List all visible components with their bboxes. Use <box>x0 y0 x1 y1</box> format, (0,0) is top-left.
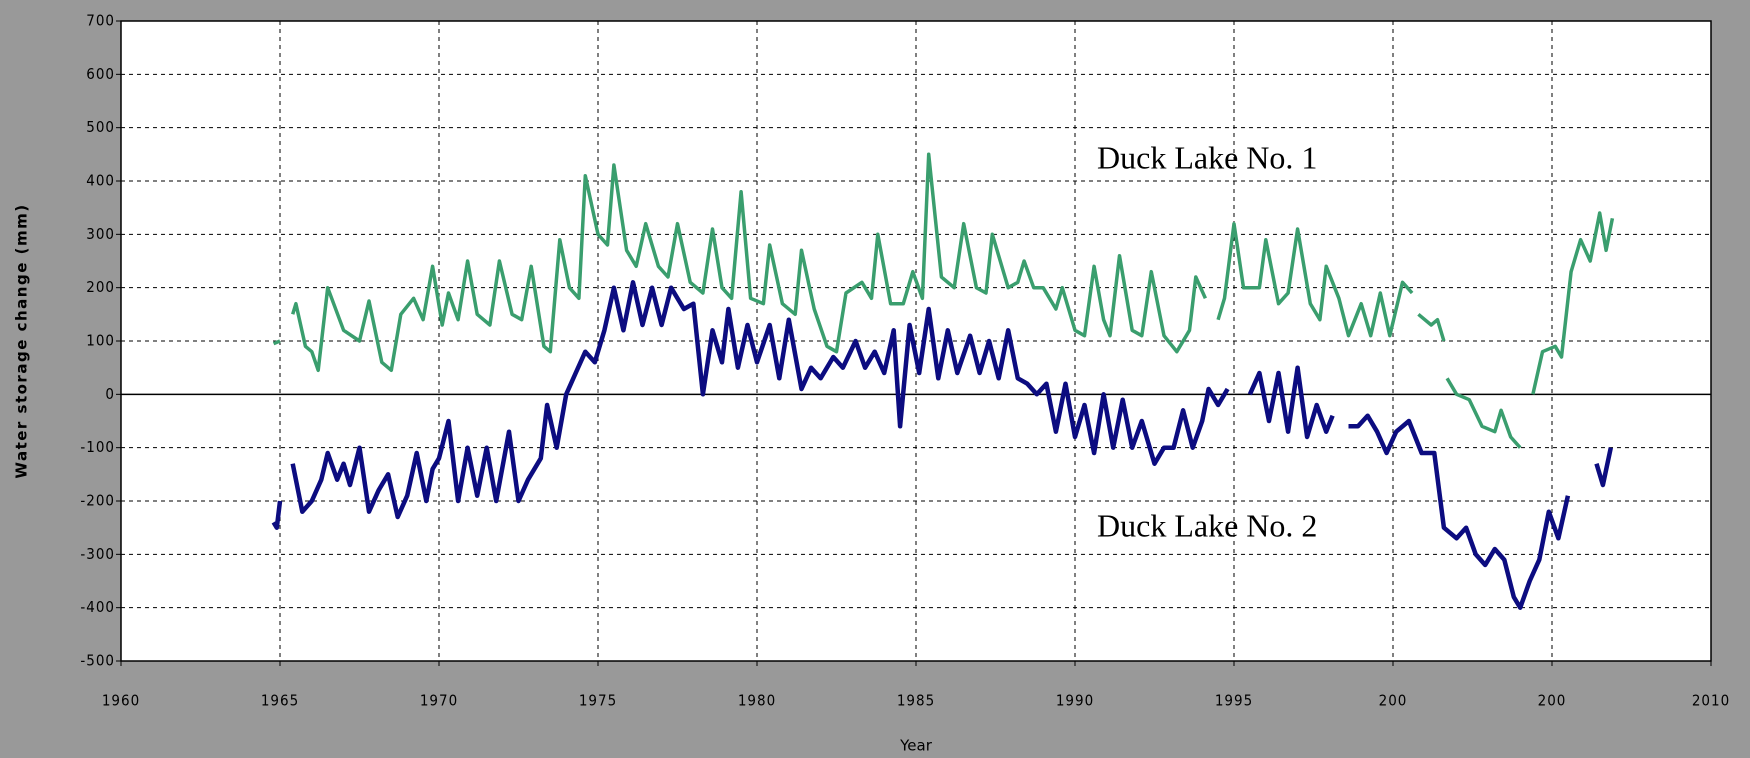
y-tick-label: 0 <box>105 385 115 403</box>
series-annotation: Duck Lake No. 2 <box>1097 507 1317 543</box>
x-tick-label: 1985 <box>897 692 935 710</box>
x-tick-label: 1995 <box>1215 692 1253 710</box>
series-annotation: Duck Lake No. 1 <box>1097 139 1317 175</box>
x-tick-label: 1970 <box>420 692 458 710</box>
y-tick-label: -400 <box>80 598 115 616</box>
x-tick-label: 1960 <box>102 692 140 710</box>
y-tick-label: 400 <box>86 172 115 190</box>
x-tick-label: 1975 <box>579 692 617 710</box>
y-tick-label: -100 <box>80 438 115 456</box>
x-tick-label: 1980 <box>738 692 776 710</box>
y-tick-label: 300 <box>86 225 115 243</box>
y-tick-label: 500 <box>86 118 115 136</box>
series-line <box>271 280 1614 610</box>
y-axis-label: Water storage change (mm) <box>13 203 31 478</box>
x-tick-label: 200 <box>1379 692 1408 710</box>
y-tick-label: 200 <box>86 278 115 296</box>
y-tick-label: 700 <box>86 12 115 30</box>
y-tick-label: -300 <box>80 545 115 563</box>
y-tick-label: 600 <box>86 65 115 83</box>
x-tick-label: 200 <box>1538 692 1567 710</box>
y-tick-label: -200 <box>80 492 115 510</box>
series-line <box>272 152 1615 449</box>
y-tick-label: -500 <box>80 652 115 670</box>
x-tick-label: 2010 <box>1692 692 1730 710</box>
y-tick-label: 100 <box>86 332 115 350</box>
x-tick-label: 1965 <box>261 692 299 710</box>
x-tick-label: 1990 <box>1056 692 1094 710</box>
x-axis-label: Year <box>899 737 933 755</box>
